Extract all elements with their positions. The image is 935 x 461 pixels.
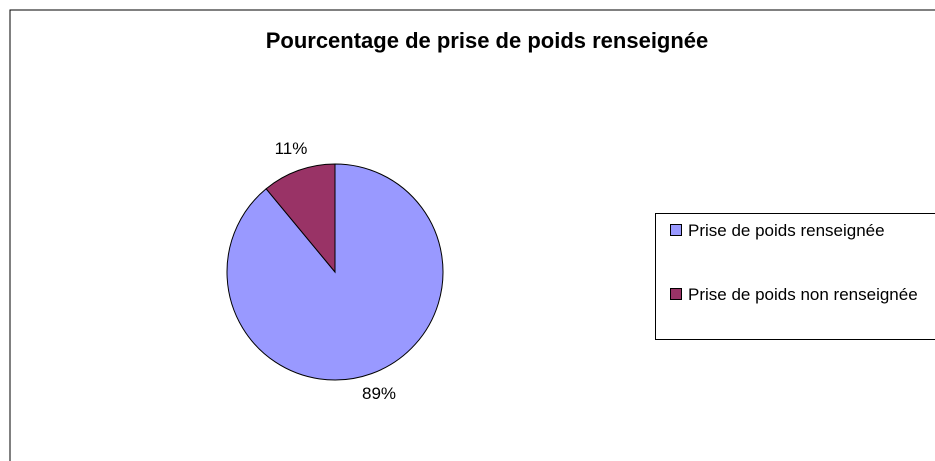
legend: Prise de poids renseignée Prise de poids … <box>655 213 935 340</box>
legend-entry: Prise de poids non renseignée <box>670 283 935 307</box>
data-label: 11% <box>275 139 308 158</box>
legend-swatch <box>670 288 682 300</box>
data-label: 89% <box>362 384 396 403</box>
legend-label: Prise de poids non renseignée <box>688 285 918 304</box>
pie-slice <box>265 163 336 274</box>
legend-label: Prise de poids renseignée <box>688 221 885 240</box>
legend-entry: Prise de poids renseignée <box>670 219 935 243</box>
legend-swatch <box>670 224 682 236</box>
chart-title: Pourcentage de prise de poids renseignée <box>266 28 709 53</box>
